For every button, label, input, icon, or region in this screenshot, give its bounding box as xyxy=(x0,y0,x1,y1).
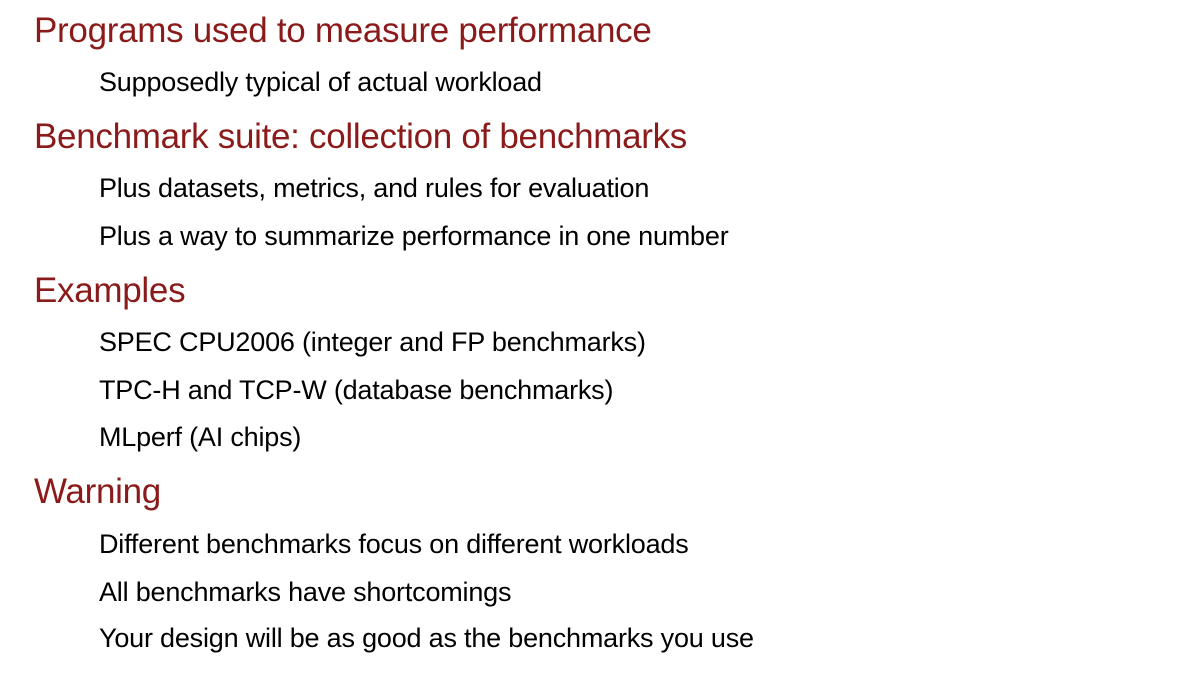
heading-benchmark-suite: Benchmark suite: collection of benchmark… xyxy=(34,117,688,156)
bullet-typical-workload: Supposedly typical of actual workload xyxy=(99,67,542,97)
heading-examples: Examples xyxy=(34,271,186,310)
bullet-design-quality: Your design will be as good as the bench… xyxy=(99,623,754,653)
bullet-different-workloads: Different benchmarks focus on different … xyxy=(99,529,689,559)
bullet-spec-cpu2006: SPEC CPU2006 (integer and FP benchmarks) xyxy=(99,327,646,357)
bullet-mlperf: MLperf (AI chips) xyxy=(99,422,302,452)
heading-programs: Programs used to measure performance xyxy=(34,11,652,50)
bullet-datasets-metrics: Plus datasets, metrics, and rules for ev… xyxy=(99,173,650,203)
heading-warning: Warning xyxy=(34,472,161,511)
bullet-tpc-h: TPC-H and TCP-W (database benchmarks) xyxy=(99,375,614,405)
bullet-shortcomings: All benchmarks have shortcomings xyxy=(99,577,512,607)
bullet-summarize-performance: Plus a way to summarize performance in o… xyxy=(99,221,729,251)
